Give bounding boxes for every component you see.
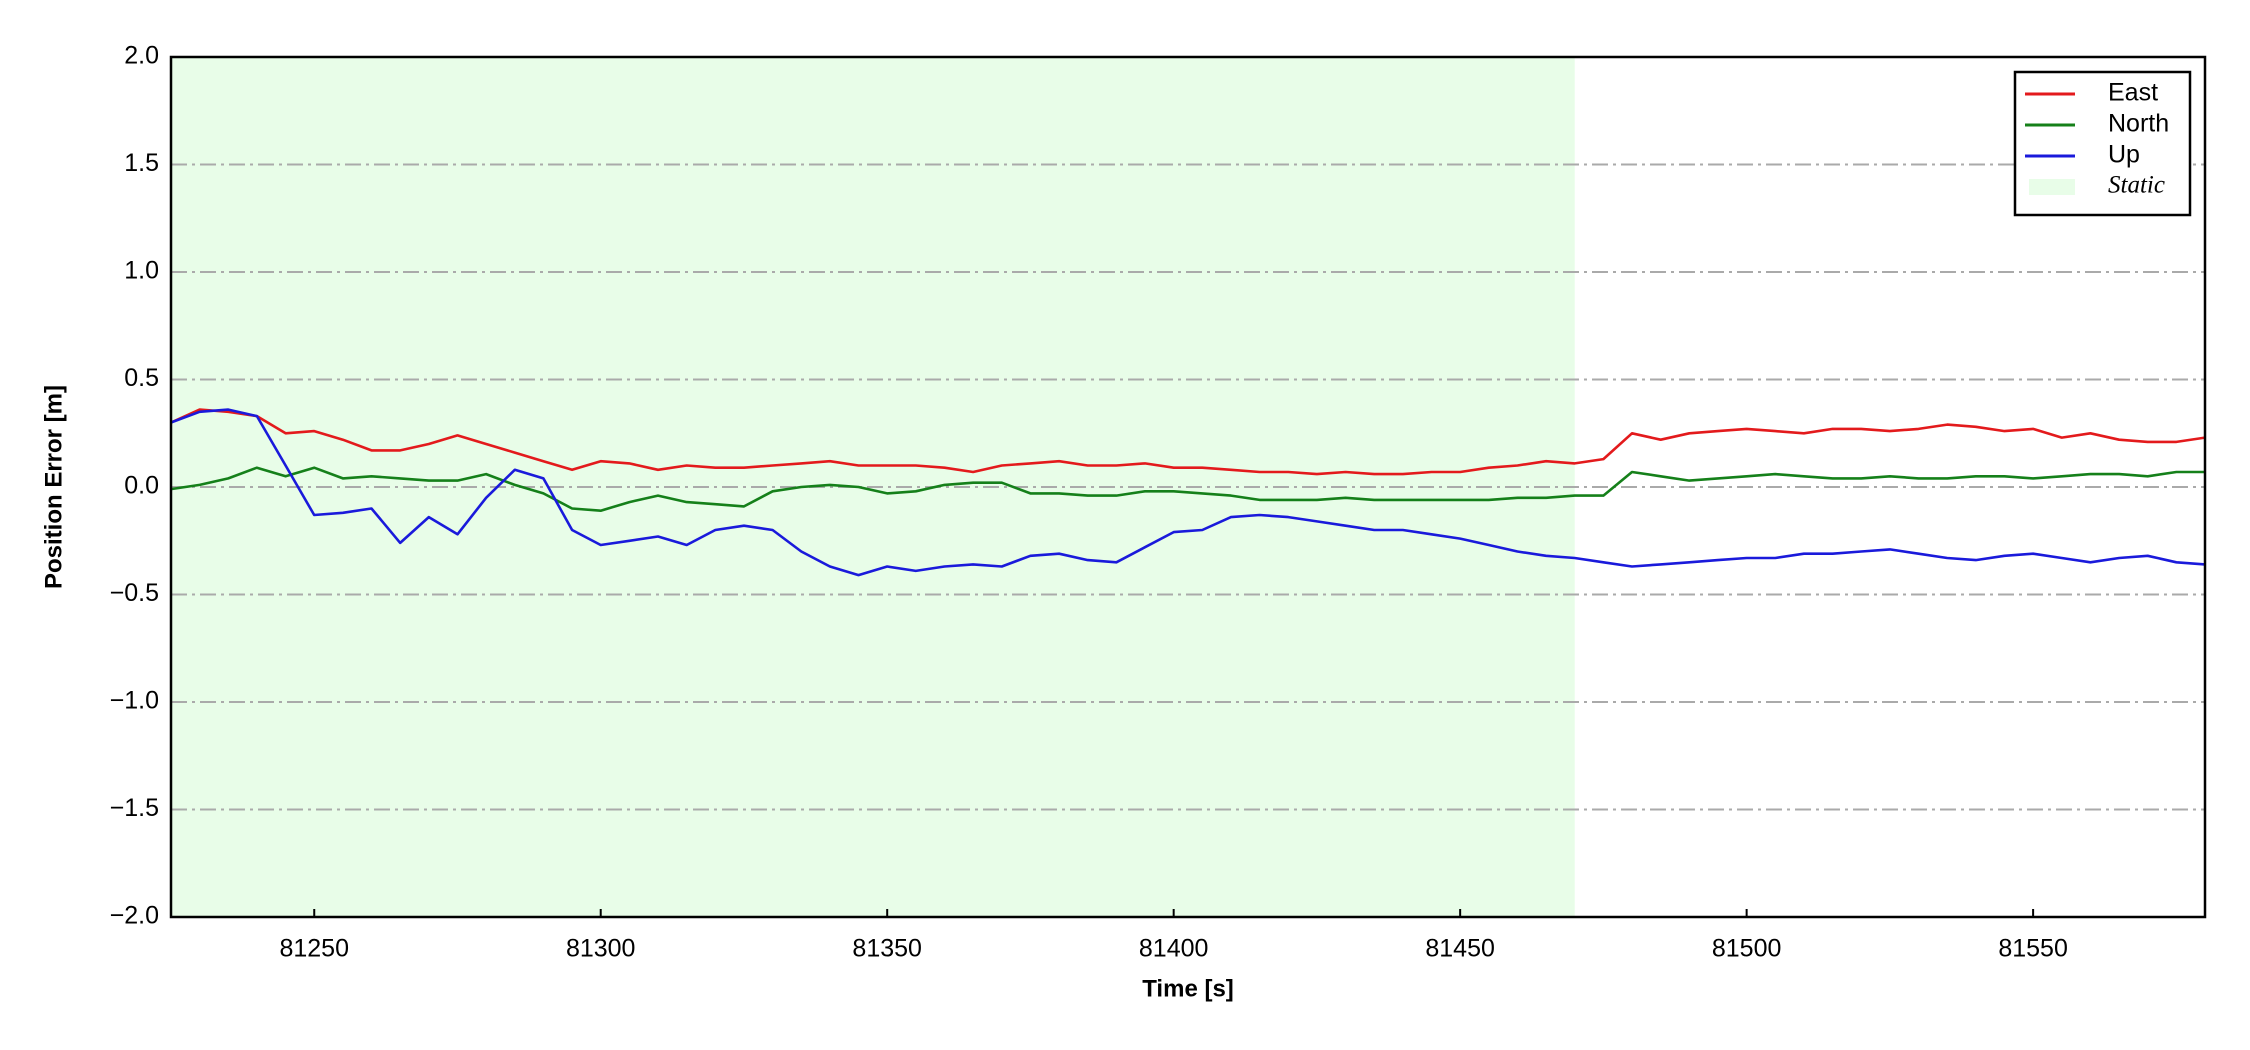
- legend-label: North: [2108, 110, 2169, 138]
- series-line: [170, 408, 2206, 476]
- y-tick-label: 1.5: [124, 149, 159, 177]
- y-tick-label: 0.5: [124, 364, 159, 392]
- y-tick-label: 2.0: [124, 42, 159, 70]
- x-tick-label: 81500: [1712, 935, 1782, 963]
- x-tick-label: 81400: [1139, 935, 1209, 963]
- x-tick-label: 81250: [279, 935, 349, 963]
- y-axis-title: Position Error [m]: [40, 385, 67, 589]
- legend-swatch: [2029, 179, 2075, 195]
- y-tick-label: −0.5: [110, 579, 159, 607]
- legend-label: Static: [2108, 172, 2165, 199]
- x-tick-label: 81300: [566, 935, 636, 963]
- legend-label: East: [2108, 79, 2158, 107]
- x-tick-label: 81450: [1425, 935, 1495, 963]
- x-axis-title: Time [s]: [1142, 975, 1234, 1002]
- y-tick-label: −2.0: [110, 902, 159, 930]
- y-tick-label: −1.5: [110, 794, 159, 822]
- y-tick-label: 0.0: [124, 472, 159, 500]
- y-tick-label: −1.0: [110, 687, 159, 715]
- legend-label: Up: [2108, 141, 2140, 169]
- series-line: [170, 466, 2205, 512]
- legend: East North Up Static: [2013, 70, 2192, 217]
- x-tick-label: 81550: [1998, 935, 2068, 963]
- x-tick-label: 81350: [852, 935, 922, 963]
- plot-frame: [169, 55, 2207, 919]
- series-line: [170, 408, 2206, 577]
- y-tick-label: 1.0: [124, 257, 159, 285]
